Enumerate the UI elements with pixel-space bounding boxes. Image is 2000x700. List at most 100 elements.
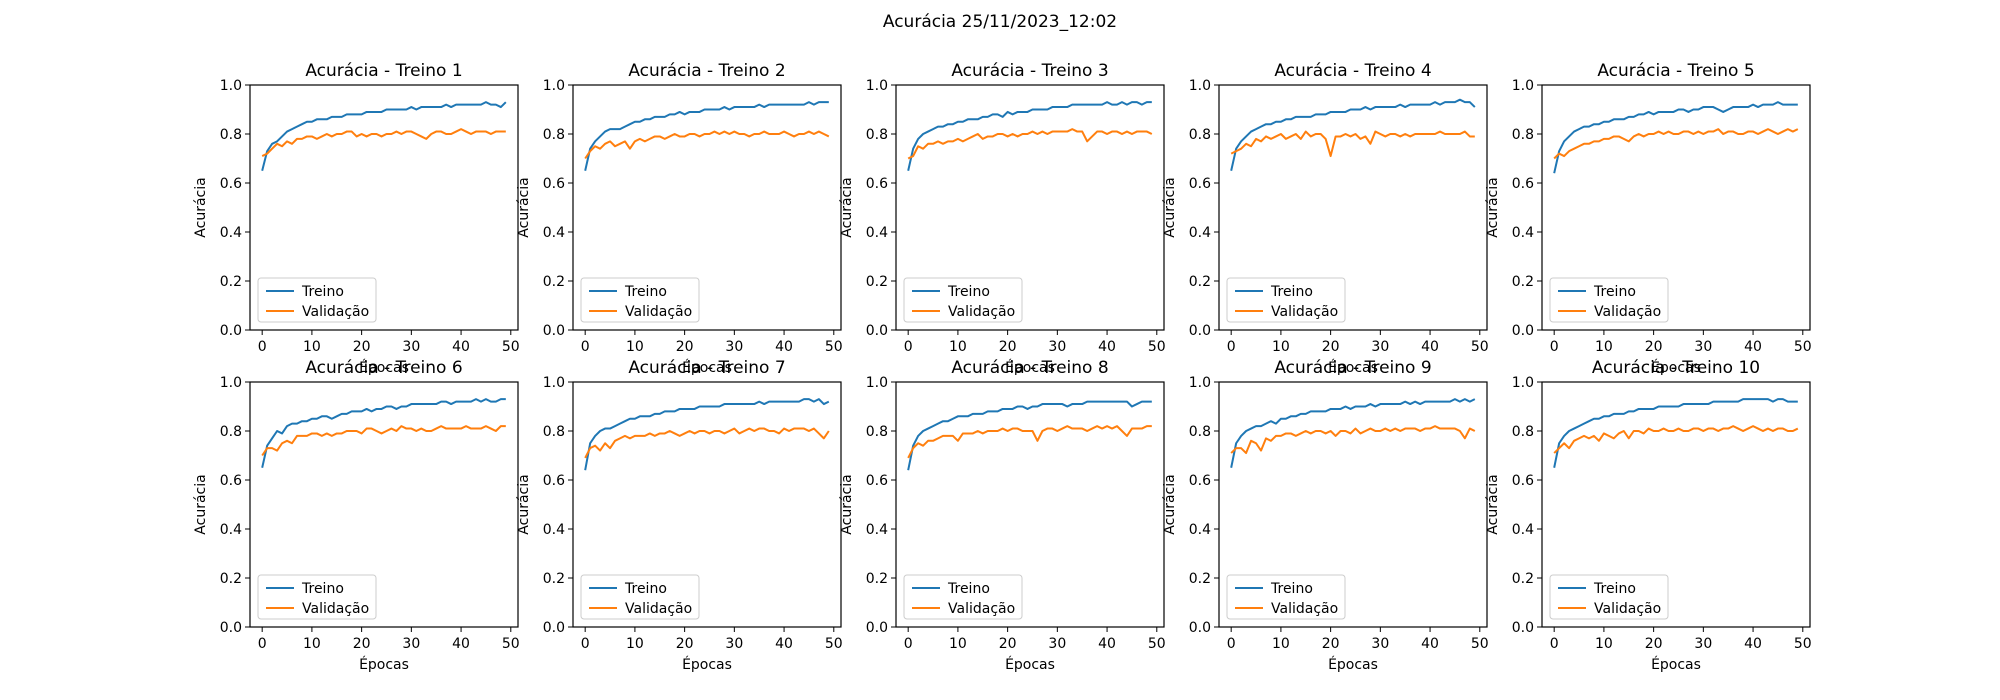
y-tick-label: 0.2	[1189, 274, 1211, 290]
x-tick-label: 20	[999, 636, 1017, 652]
subplot-4: 0 10 20 30 40 50 0.0 0.2 0.4 0.6 0.8 1.0 Acurácia - …	[1162, 61, 1489, 376]
subplot-1: 0 10 20 30 40 50 0.0 0.2 0.4 0.6 0.8 1.0 Acurácia - …	[193, 61, 520, 376]
series-line-validation	[584, 427, 830, 459]
x-tick-label: 20	[1645, 636, 1663, 652]
y-tick-label: 0.8	[220, 424, 242, 440]
axes-frame	[895, 84, 1165, 331]
y-tick-label: 0.8	[1512, 127, 1534, 143]
x-tick-label: 10	[949, 339, 967, 355]
series-line-validation	[1553, 425, 1799, 454]
x-tick-label: 40	[775, 339, 793, 355]
y-tick-label: 0.0	[1189, 620, 1211, 636]
y-tick-label: 0.6	[866, 473, 888, 489]
x-tick-label: 30	[1371, 339, 1389, 355]
x-tick-label: 50	[825, 339, 843, 355]
axes-frame	[572, 381, 842, 628]
legend: Treino Validação	[1226, 574, 1346, 620]
x-tick-label: 40	[452, 636, 470, 652]
x-tick-label: 0	[1227, 339, 1236, 355]
y-tick-label: 0.0	[1512, 323, 1534, 339]
legend-entry-train: Treino	[624, 581, 667, 597]
y-tick-label: 0.0	[220, 323, 242, 339]
legend-entry-validation: Validação	[302, 304, 369, 320]
y-tick-label: 0.6	[220, 473, 242, 489]
y-tick-label: 0.4	[1512, 522, 1534, 538]
x-tick-label: 10	[1272, 636, 1290, 652]
legend: Treino Validação	[903, 277, 1023, 323]
series-line-train	[1553, 398, 1798, 468]
subplot-title: Acurácia - Treino 4	[1274, 61, 1431, 81]
x-tick-label: 10	[626, 339, 644, 355]
y-tick-label: 0.4	[543, 522, 565, 538]
series-line-train	[907, 101, 1152, 171]
y-tick-label: 1.0	[220, 78, 242, 94]
x-tick-label: 50	[1794, 636, 1812, 652]
axes-frame	[1541, 381, 1811, 628]
legend: Treino Validação	[1549, 574, 1669, 620]
y-tick-label: 0.6	[543, 176, 565, 192]
x-axis-label: Épocas	[359, 656, 409, 673]
x-axis-label: Épocas	[1651, 359, 1701, 376]
x-tick-label: 30	[725, 636, 743, 652]
series-line-train	[1230, 98, 1476, 171]
x-tick-label: 30	[1048, 339, 1066, 355]
x-tick-label: 10	[303, 339, 321, 355]
subplot-7: 0 10 20 30 40 50 0.0 0.2 0.4 0.6 0.8 1.0 Acurácia - …	[516, 358, 843, 673]
x-tick-label: 40	[1421, 339, 1439, 355]
y-axis-label: Acurácia	[1162, 177, 1178, 237]
y-tick-label: 0.0	[866, 620, 888, 636]
x-tick-label: 10	[303, 636, 321, 652]
legend-entry-train: Treino	[947, 581, 990, 597]
x-tick-label: 0	[1550, 339, 1559, 355]
x-tick-label: 30	[1694, 339, 1712, 355]
y-tick-label: 0.4	[866, 522, 888, 538]
legend-entry-validation: Validação	[1271, 304, 1338, 320]
y-tick-label: 0.8	[866, 127, 888, 143]
y-axis-label: Acurácia	[193, 177, 209, 237]
legend: Treino Validação	[903, 574, 1023, 620]
series-line-validation	[584, 130, 830, 160]
x-tick-label: 0	[258, 636, 267, 652]
subplot-grid: 0 10 20 30 40 50 0.0 0.2 0.4 0.6 0.8 1.0 Acurácia - …	[193, 61, 1812, 673]
axes-frame	[1218, 84, 1488, 331]
x-axis-label: Épocas	[1005, 359, 1055, 376]
x-tick-label: 10	[1272, 339, 1290, 355]
x-tick-label: 50	[1148, 339, 1166, 355]
y-tick-label: 0.8	[220, 127, 242, 143]
legend-entry-train: Treino	[301, 284, 344, 300]
figure-suptitle: Acurácia 25/11/2023_12:02	[883, 12, 1117, 32]
subplot-title: Acurácia - Treino 7	[628, 358, 785, 378]
subplot-title: Acurácia - Treino 8	[951, 358, 1108, 378]
x-tick-label: 40	[1098, 636, 1116, 652]
x-axis-label: Épocas	[1328, 359, 1378, 376]
x-tick-label: 20	[999, 339, 1017, 355]
x-tick-label: 50	[825, 636, 843, 652]
y-tick-label: 0.0	[220, 620, 242, 636]
x-tick-label: 20	[676, 636, 694, 652]
subplot-title: Acurácia - Treino 10	[1592, 358, 1760, 378]
x-tick-label: 20	[353, 636, 371, 652]
legend-entry-validation: Validação	[1594, 304, 1661, 320]
y-tick-label: 0.2	[220, 274, 242, 290]
series-line-validation	[261, 425, 506, 457]
series-line-validation	[907, 425, 1152, 459]
subplot-3: 0 10 20 30 40 50 0.0 0.2 0.4 0.6 0.8 1.0 Acurácia - …	[839, 61, 1166, 376]
series-line-train	[907, 400, 1152, 471]
x-tick-label: 40	[1744, 339, 1762, 355]
x-tick-label: 10	[626, 636, 644, 652]
series-line-train	[261, 101, 507, 171]
x-axis-label: Épocas	[682, 359, 732, 376]
subplot-5: 0 10 20 30 40 50 0.0 0.2 0.4 0.6 0.8 1.0 Acurácia - …	[1485, 61, 1812, 376]
x-tick-label: 30	[1694, 636, 1712, 652]
x-tick-label: 20	[676, 339, 694, 355]
x-tick-label: 40	[1098, 339, 1116, 355]
y-axis-label: Acurácia	[1162, 474, 1178, 534]
subplot-10: 0 10 20 30 40 50 0.0 0.2 0.4 0.6 0.8 1.0 Acurácia - …	[1485, 358, 1812, 673]
x-tick-label: 30	[1048, 636, 1066, 652]
x-tick-label: 40	[775, 636, 793, 652]
y-tick-label: 0.0	[866, 323, 888, 339]
subplot-6: 0 10 20 30 40 50 0.0 0.2 0.4 0.6 0.8 1.0 Acurácia - …	[193, 358, 520, 673]
x-axis-label: Épocas	[359, 359, 409, 376]
y-tick-label: 0.2	[1512, 274, 1534, 290]
legend-entry-train: Treino	[1593, 284, 1636, 300]
